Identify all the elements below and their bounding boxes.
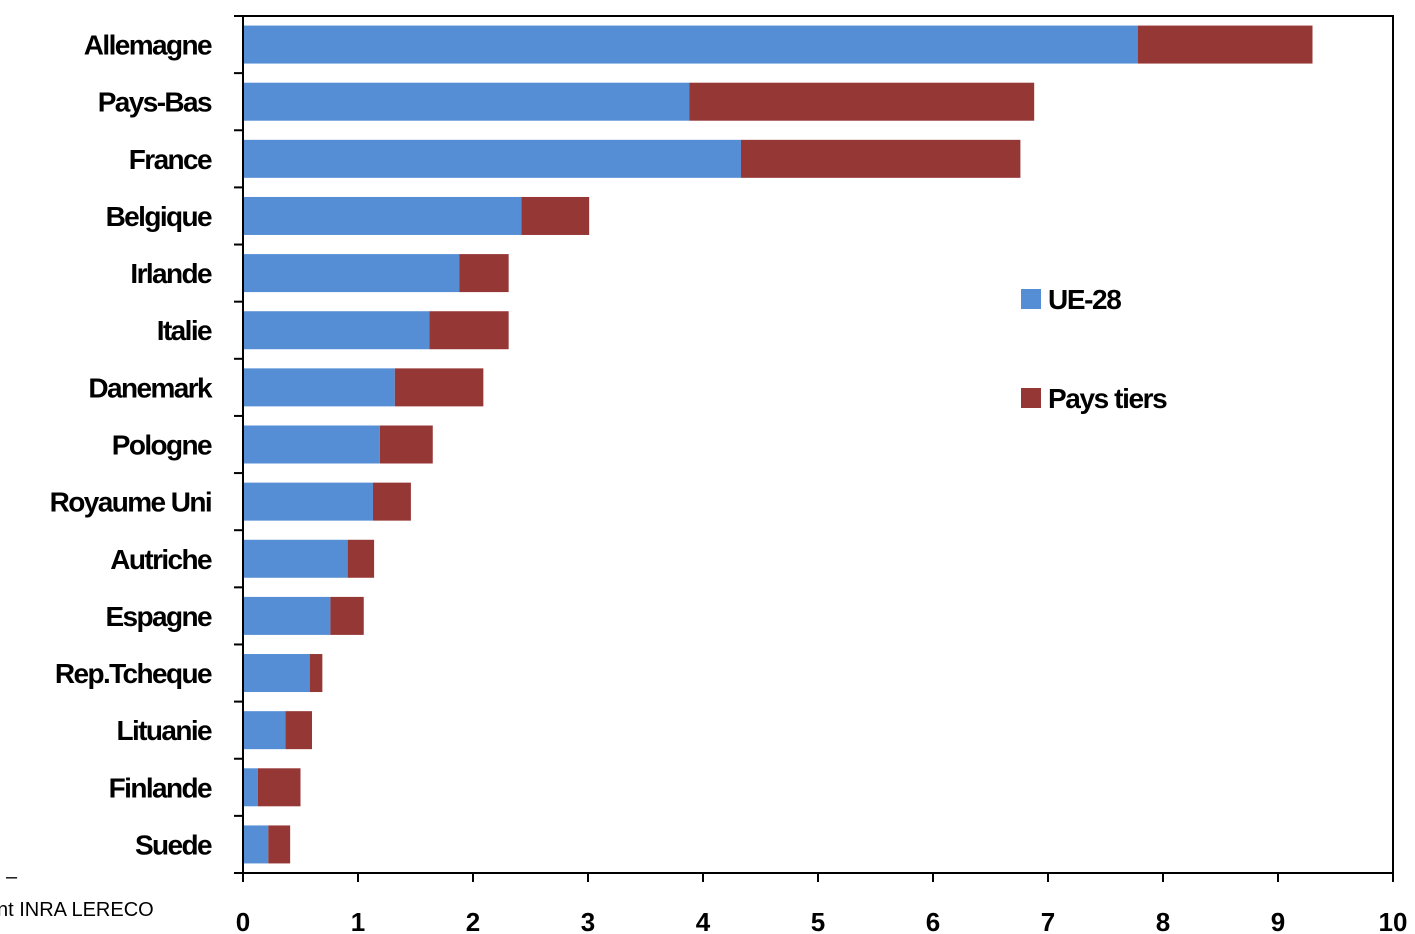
bar-rep-tcheque-pays-tiers	[309, 654, 323, 693]
bars-layer	[243, 25, 1313, 864]
x-tick-label-1: 1	[351, 907, 365, 934]
category-label-finlande: Finlande	[109, 772, 212, 803]
bar-suede-pays-tiers	[268, 825, 291, 864]
bar-allemagne-pays-tiers	[1137, 25, 1313, 64]
bar-lituanie-ue-28	[243, 711, 286, 750]
bar-finlande-ue-28	[243, 768, 258, 807]
category-label-italie: Italie	[157, 315, 212, 346]
x-tick-label-9: 9	[1271, 907, 1285, 934]
bar-royaume-uni-pays-tiers	[372, 482, 411, 521]
category-label-pays-bas: Pays-Bas	[98, 87, 212, 118]
legend-label-pays-tiers: Pays tiers	[1048, 383, 1167, 414]
bar-espagne-ue-28	[243, 596, 331, 635]
category-label-allemagne: Allemagne	[84, 30, 212, 61]
legend-swatch-pays-tiers	[1021, 388, 1041, 408]
legend: UE-28 Pays tiers	[1021, 284, 1169, 414]
category-label-danemark: Danemark	[88, 372, 213, 403]
bar-allemagne-ue-28	[243, 25, 1138, 64]
category-label-lituanie: Lituanie	[116, 715, 212, 746]
category-label-rep-tcheque: Rep.Tcheque	[55, 658, 212, 689]
bar-autriche-pays-tiers	[347, 539, 375, 578]
category-label-autriche: Autriche	[110, 544, 212, 575]
x-tick-label-5: 5	[811, 907, 825, 934]
bar-danemark-ue-28	[243, 368, 395, 407]
bar-rep-tcheque-ue-28	[243, 654, 310, 693]
bar-espagne-pays-tiers	[330, 596, 364, 635]
bar-danemark-pays-tiers	[394, 368, 484, 407]
x-tick-label-2: 2	[466, 907, 480, 934]
category-label-irlande: Irlande	[130, 258, 212, 289]
bar-royaume-uni-ue-28	[243, 482, 373, 521]
bar-pays-bas-pays-tiers	[689, 82, 1035, 121]
x-tick-label-3: 3	[581, 907, 595, 934]
category-label-france: France	[129, 144, 212, 175]
bar-france-ue-28	[243, 139, 741, 178]
x-tick-label-10: 10	[1379, 907, 1408, 934]
bar-finlande-pays-tiers	[257, 768, 301, 807]
bar-pays-bas-ue-28	[243, 82, 690, 121]
category-label-pologne: Pologne	[112, 430, 212, 461]
category-label-suede: Suede	[135, 829, 212, 860]
legend-label-ue-28: UE-28	[1048, 284, 1121, 315]
category-label-belgique: Belgique	[106, 201, 212, 232]
footer-dash: –	[6, 866, 18, 888]
bar-lituanie-pays-tiers	[285, 711, 312, 750]
bar-autriche-ue-28	[243, 539, 348, 578]
bar-italie-pays-tiers	[429, 311, 509, 350]
bar-irlande-ue-28	[243, 254, 460, 293]
source-footer: nt INRA LERECO	[0, 899, 154, 921]
x-tick-label-6: 6	[926, 907, 940, 934]
category-label-royaume-uni: Royaume Uni	[50, 487, 211, 518]
bar-italie-ue-28	[243, 311, 430, 350]
x-tick-label-7: 7	[1041, 907, 1055, 934]
x-tick-label-4: 4	[696, 907, 711, 934]
bar-irlande-pays-tiers	[459, 254, 509, 293]
x-tick-label-8: 8	[1156, 907, 1170, 934]
bar-suede-ue-28	[243, 825, 269, 864]
bar-france-pays-tiers	[740, 139, 1021, 178]
x-tick-label-0: 0	[236, 907, 250, 934]
bar-pologne-ue-28	[243, 425, 380, 464]
bar-belgique-ue-28	[243, 196, 522, 235]
bar-pologne-pays-tiers	[379, 425, 433, 464]
legend-swatch-ue-28	[1021, 289, 1041, 309]
bar-belgique-pays-tiers	[521, 196, 590, 235]
axes-layer: Allemagne Pays-Bas France Belgique Irlande It…	[50, 15, 1408, 934]
category-label-espagne: Espagne	[105, 601, 212, 632]
